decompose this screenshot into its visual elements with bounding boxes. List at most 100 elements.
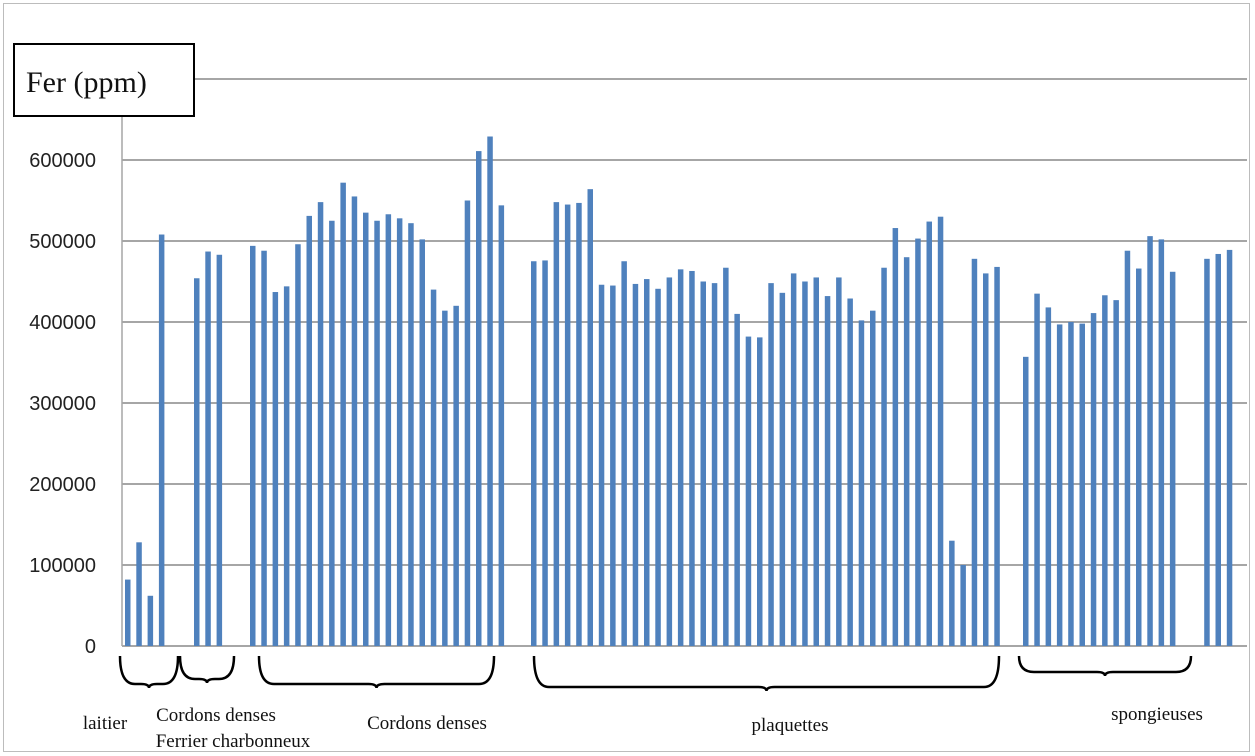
bar bbox=[723, 267, 729, 646]
group-brace bbox=[532, 655, 1001, 692]
bar bbox=[374, 220, 380, 646]
bar bbox=[1090, 313, 1097, 646]
bar bbox=[677, 269, 684, 646]
bar bbox=[1079, 323, 1085, 646]
bar bbox=[1113, 300, 1119, 646]
y-tick-label: 600000 bbox=[29, 150, 96, 172]
bar bbox=[476, 151, 482, 646]
bars bbox=[125, 136, 1233, 647]
bar bbox=[261, 250, 267, 646]
bar bbox=[250, 245, 256, 647]
bar bbox=[937, 216, 944, 646]
bar bbox=[824, 296, 831, 646]
bar bbox=[745, 336, 752, 646]
bar bbox=[892, 228, 899, 647]
bar bbox=[542, 260, 548, 646]
bar bbox=[1102, 295, 1108, 646]
y-tick-label: 0 bbox=[85, 636, 96, 658]
bar bbox=[205, 251, 211, 646]
y-axis-ticks: 0 100000 200000 300000 400000 500000 600000 bbox=[29, 150, 96, 658]
bar bbox=[531, 261, 537, 646]
bar bbox=[1158, 239, 1165, 646]
bar bbox=[147, 595, 154, 646]
bar bbox=[881, 267, 887, 646]
bar bbox=[757, 337, 763, 646]
bar bbox=[464, 200, 471, 646]
bar bbox=[194, 278, 200, 646]
bar bbox=[655, 288, 661, 646]
bar bbox=[363, 212, 369, 646]
bar bbox=[621, 261, 627, 646]
bar bbox=[971, 258, 978, 646]
bar bbox=[553, 202, 560, 646]
bar bbox=[836, 277, 842, 646]
bar bbox=[949, 540, 955, 646]
group-labels: laitier Cordons denses Ferrier charbonneux… bbox=[83, 704, 1203, 752]
bar bbox=[610, 285, 616, 646]
bar bbox=[870, 310, 876, 646]
bar bbox=[158, 234, 165, 646]
bar bbox=[498, 205, 505, 647]
bar bbox=[1136, 268, 1142, 646]
y-tick-label: 200000 bbox=[29, 474, 96, 496]
bar bbox=[1034, 293, 1040, 646]
bar bbox=[689, 270, 695, 646]
bar bbox=[1226, 249, 1233, 646]
bar bbox=[983, 273, 989, 646]
group-label: Cordons denses bbox=[156, 705, 276, 726]
bar bbox=[768, 283, 774, 646]
bar bbox=[340, 182, 346, 646]
group-label: spongieuses bbox=[1111, 704, 1203, 725]
bar bbox=[644, 279, 650, 646]
bar bbox=[1068, 322, 1074, 646]
bar bbox=[283, 286, 290, 646]
bar bbox=[858, 320, 865, 646]
group-brace bbox=[118, 655, 180, 689]
bar bbox=[734, 313, 740, 646]
bar bbox=[442, 310, 448, 646]
bar bbox=[564, 204, 571, 647]
chart-title: Fer (ppm) bbox=[26, 66, 147, 99]
group-brace bbox=[1017, 655, 1193, 677]
bar bbox=[1147, 236, 1153, 646]
bar bbox=[700, 281, 706, 646]
bar bbox=[1204, 258, 1210, 646]
bar bbox=[994, 266, 1000, 646]
bar bbox=[1045, 307, 1052, 646]
group-brace bbox=[178, 655, 236, 684]
bar bbox=[125, 579, 131, 646]
bar bbox=[317, 202, 324, 646]
bar bbox=[666, 277, 673, 646]
bar bbox=[1124, 250, 1131, 646]
group-braces bbox=[118, 655, 1193, 692]
group-brace bbox=[257, 655, 496, 689]
bar bbox=[1169, 271, 1176, 646]
chart-frame: 0 100000 200000 300000 400000 500000 600000 la… bbox=[3, 3, 1250, 752]
bar bbox=[216, 254, 223, 646]
bar bbox=[408, 223, 414, 646]
bar bbox=[790, 273, 797, 646]
bar bbox=[960, 565, 966, 646]
gridlines bbox=[121, 78, 1247, 647]
bar bbox=[632, 283, 639, 646]
bar bbox=[1056, 324, 1063, 646]
bar bbox=[385, 214, 392, 646]
bar bbox=[847, 298, 853, 646]
bar-chart: 0 100000 200000 300000 400000 500000 600000 la… bbox=[13, 43, 1247, 752]
bar bbox=[802, 281, 808, 646]
bar bbox=[711, 283, 718, 646]
y-tick-label: 100000 bbox=[29, 555, 96, 577]
bar bbox=[396, 218, 403, 646]
bar bbox=[915, 238, 921, 646]
bar bbox=[1023, 356, 1029, 646]
bar bbox=[419, 239, 425, 646]
bar bbox=[430, 289, 437, 646]
bar bbox=[1215, 253, 1221, 646]
bar bbox=[351, 196, 358, 646]
y-tick-label: 500000 bbox=[29, 231, 96, 253]
bar bbox=[587, 189, 593, 646]
bar bbox=[295, 244, 301, 647]
bar bbox=[813, 277, 819, 646]
group-label: Cordons denses bbox=[367, 713, 487, 734]
bar bbox=[453, 305, 459, 646]
